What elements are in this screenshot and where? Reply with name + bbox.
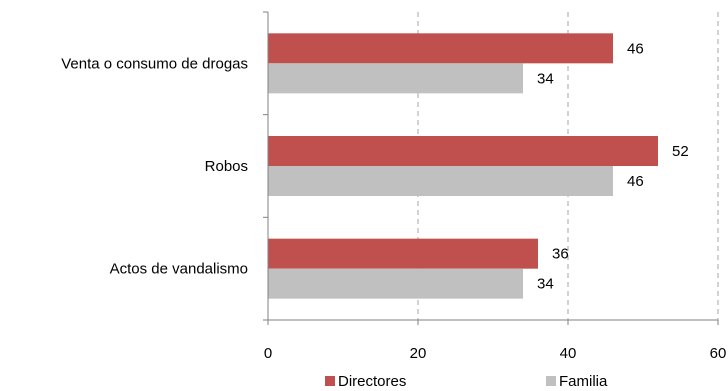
bar-familia-1: [268, 63, 523, 94]
data-label: 36: [552, 246, 569, 263]
x-tick-label: 0: [264, 345, 272, 362]
category-label: Robos: [205, 158, 248, 175]
data-label: 52: [672, 143, 689, 160]
data-label: 34: [537, 276, 554, 293]
legend-swatch-directores: [325, 376, 335, 386]
legend-label-directores: Directores: [338, 373, 406, 390]
bar-directores-1: [268, 33, 613, 64]
category-label: Actos de vandalismo: [110, 261, 248, 278]
bar-familia-3: [268, 268, 523, 299]
data-label: 34: [537, 70, 554, 87]
legend-label-familia: Familia: [559, 373, 608, 390]
x-tick-label: 60: [710, 345, 727, 362]
legend-swatch-familia: [546, 376, 556, 386]
x-tick-label: 20: [410, 345, 427, 362]
data-label: 46: [627, 173, 644, 190]
bar-familia-2: [268, 166, 613, 196]
data-label: 46: [627, 40, 644, 57]
category-label: Venta o consumo de drogas: [61, 55, 248, 72]
x-tick-label: 40: [560, 345, 577, 362]
bar-directores-3: [268, 238, 538, 269]
bar-directores-2: [268, 136, 658, 166]
